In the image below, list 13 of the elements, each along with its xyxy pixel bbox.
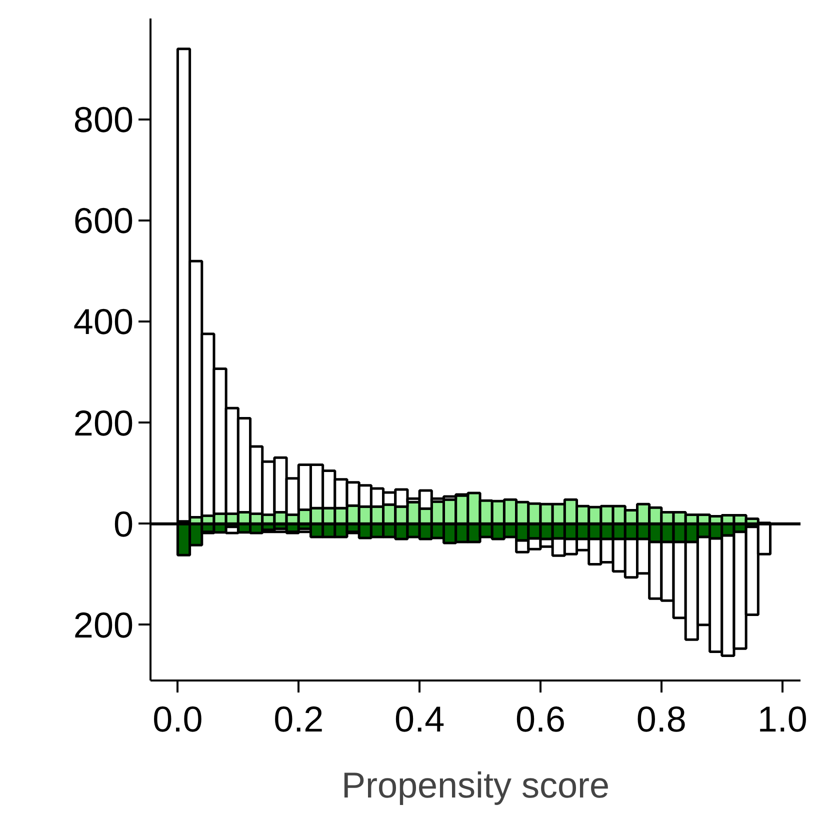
x-tick-label: 0.2	[274, 698, 324, 740]
x-tick-label: 1.0	[757, 698, 808, 740]
x-axis-title: Propensity score	[341, 764, 610, 806]
x-tick-label: 0.0	[152, 698, 203, 740]
y-tick-label: 200	[73, 604, 134, 646]
x-tick-label: 0.4	[394, 698, 445, 740]
x-tick-label: 0.8	[636, 698, 686, 740]
y-tick-label: 800	[73, 99, 134, 140]
y-tick-label: 200	[73, 402, 134, 444]
y-tick-label: 400	[73, 301, 134, 342]
x-tick-label: 0.6	[515, 698, 566, 740]
y-tick-label: 600	[73, 200, 134, 242]
y-tick-label: 0	[113, 503, 134, 544]
